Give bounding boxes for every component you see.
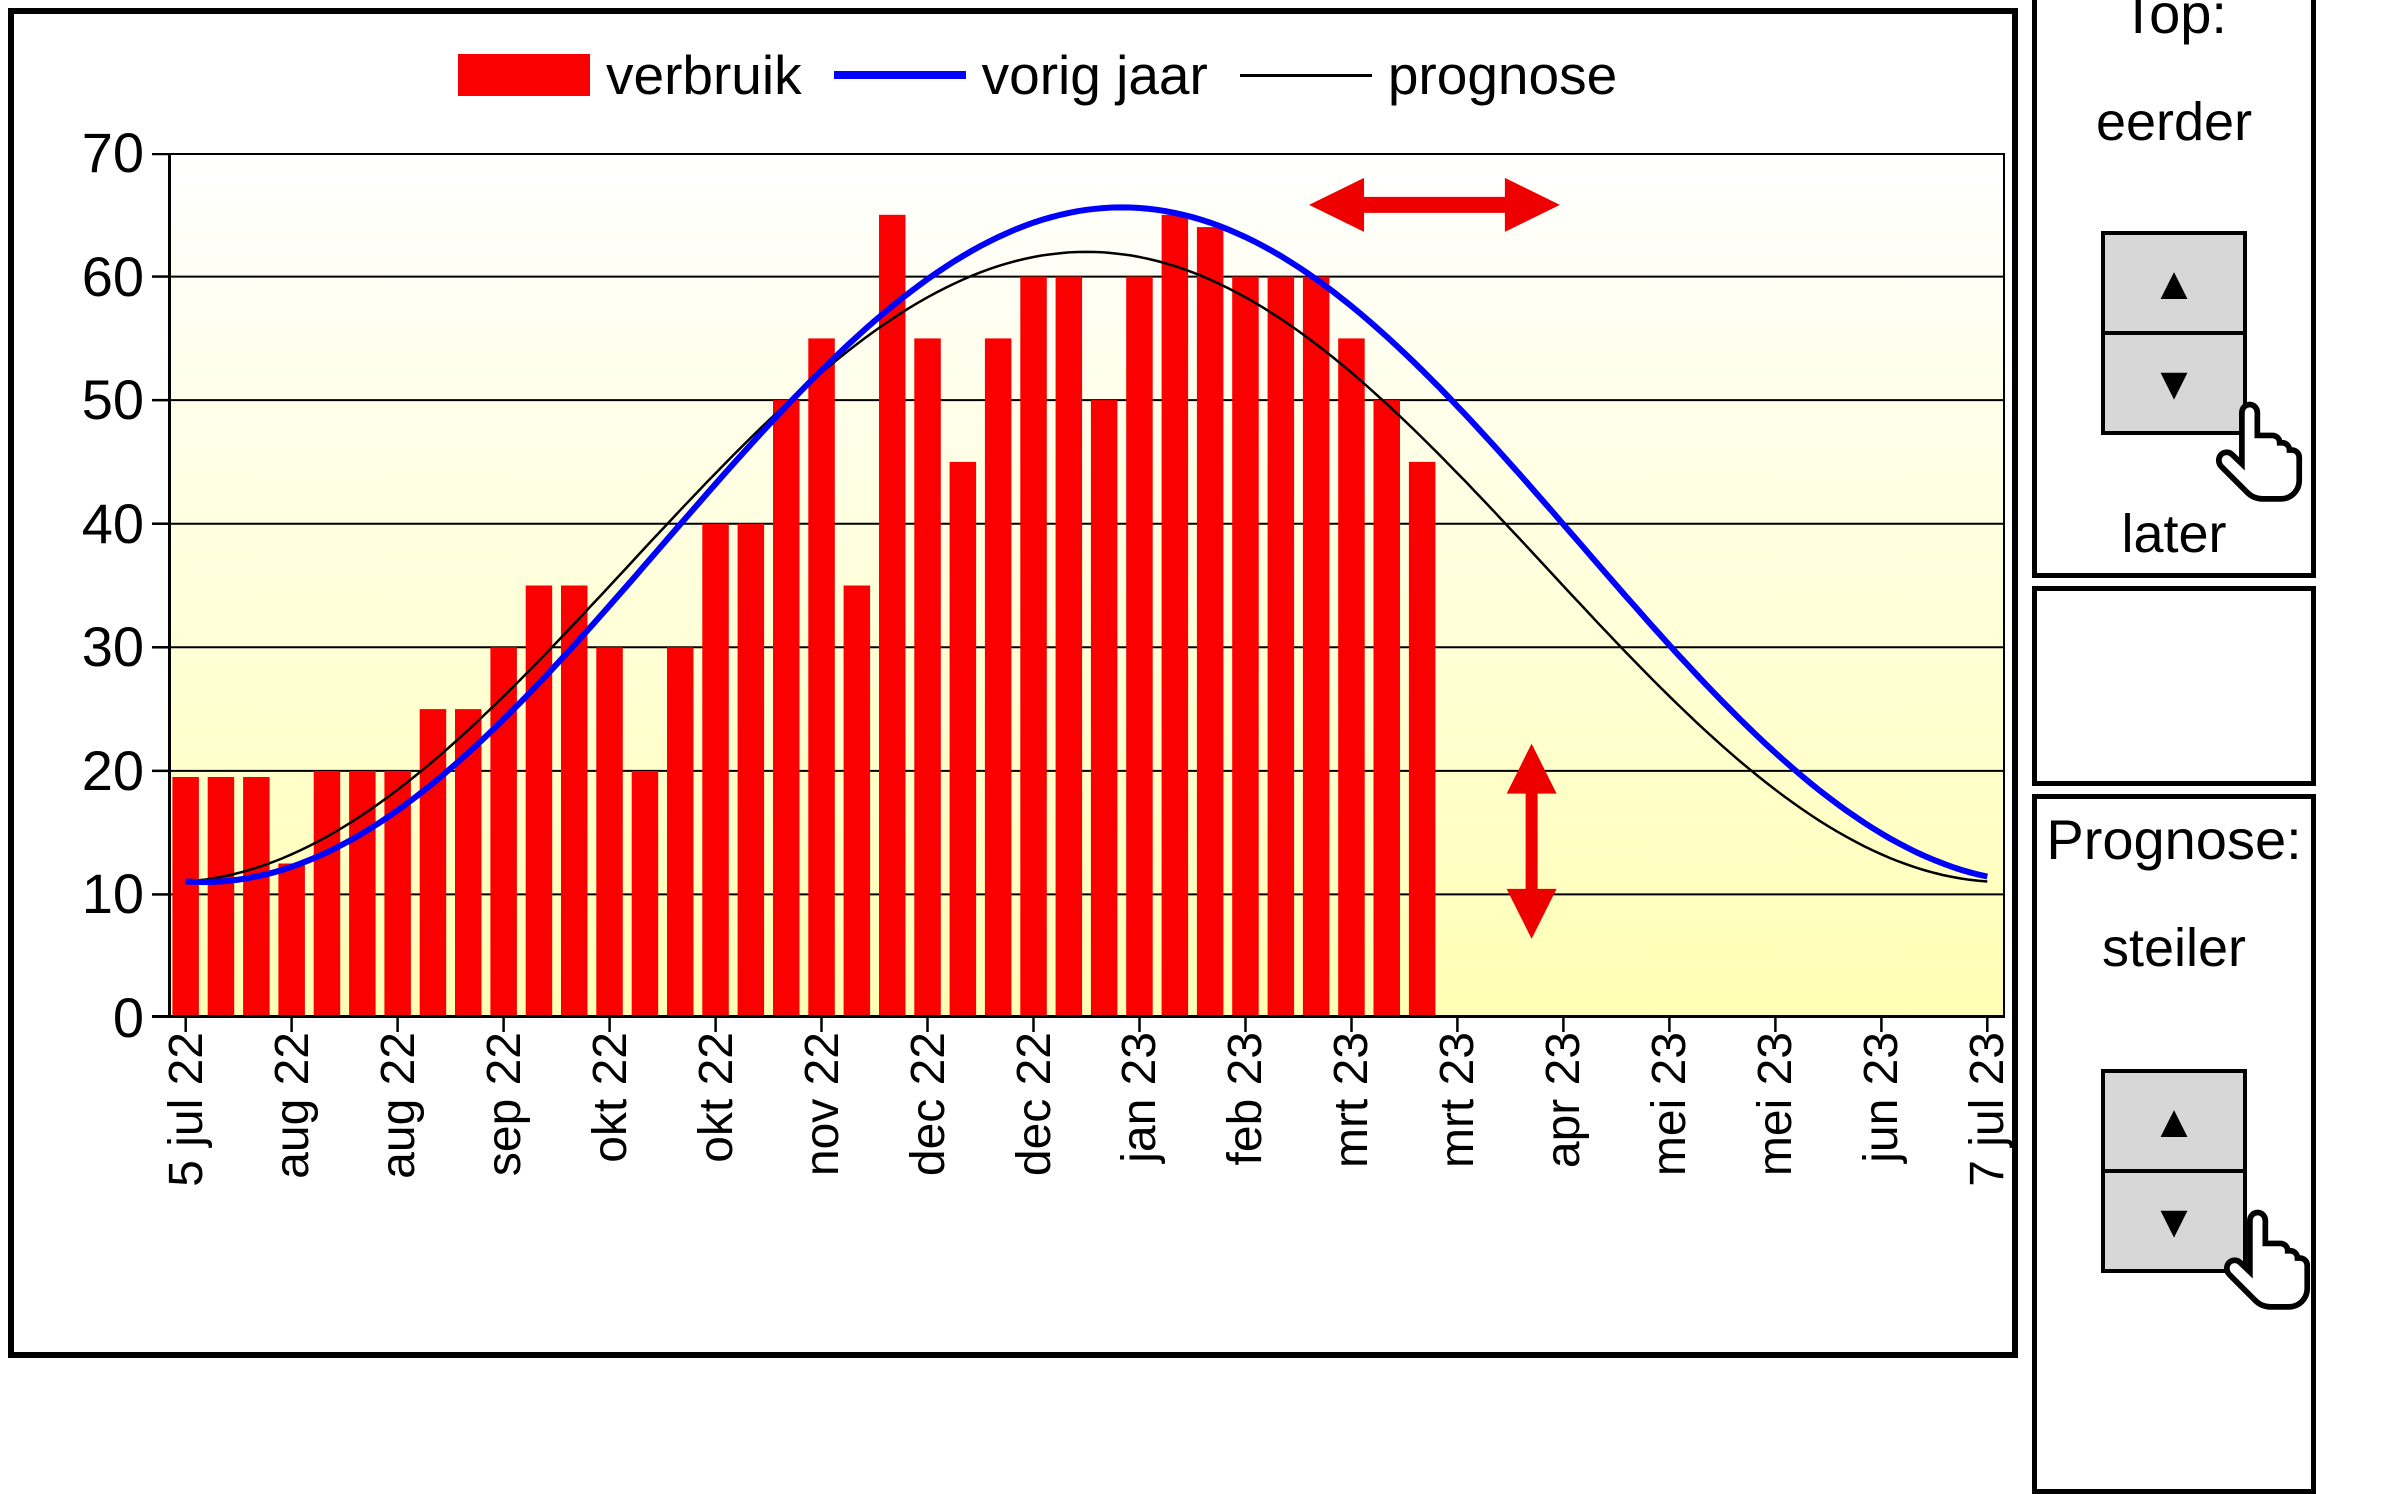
top-control-later-label: later — [2121, 504, 2227, 564]
legend-label-vorig-jaar: vorig jaar — [981, 44, 1208, 106]
legend-swatch-vorig-jaar — [833, 71, 966, 79]
down-arrow-icon: ▼ — [2151, 357, 2197, 409]
up-arrow-icon: ▲ — [2151, 257, 2197, 309]
legend-label-prognose: prognose — [1387, 44, 1618, 106]
up-arrow-icon: ▲ — [2151, 1095, 2197, 1147]
y-axis-tick-label: 60 — [81, 244, 144, 308]
y-axis-tick-label: 30 — [81, 615, 144, 679]
horizontal-double-arrow — [1309, 177, 1560, 232]
y-axis-tick-label: 70 — [81, 121, 144, 184]
y-axis-tick-label: 50 — [81, 368, 144, 432]
y-axis-tick-label: 10 — [81, 862, 144, 926]
top-later-button[interactable]: ▼ — [2101, 331, 2247, 435]
y-axis-tick-label: 20 — [81, 738, 144, 802]
chart-legend: verbruik vorig jaar prognose — [458, 40, 1649, 110]
legend-item-prognose: prognose — [1239, 40, 1618, 110]
plot-area — [152, 153, 2005, 1032]
legend-swatch-prognose — [1239, 73, 1372, 77]
top-spinner: ▲ ▼ — [2101, 231, 2247, 435]
hand-cursor-icon — [2216, 401, 2303, 502]
hand-cursor-icon — [2224, 1209, 2311, 1310]
spacer-panel — [2032, 586, 2316, 786]
prognose-control-steeper-label: steiler — [2101, 918, 2247, 978]
legend-swatch-verbruik — [458, 54, 590, 96]
legend-item-vorig-jaar: vorig jaar — [833, 40, 1208, 110]
y-axis-tick-label: 40 — [81, 491, 144, 555]
vertical-double-arrow — [1506, 743, 1557, 939]
prognose-flatter-button[interactable]: ▼ — [2101, 1169, 2247, 1273]
prognose-spinner: ▲ ▼ — [2101, 1069, 2247, 1273]
prognose-control-panel: Prognose: steiler ▲ ▼ — [2032, 794, 2316, 1494]
top-earlier-button[interactable]: ▲ — [2101, 231, 2247, 335]
top-control-title: Top: — [2121, 0, 2227, 45]
legend-item-verbruik: verbruik — [458, 40, 802, 110]
down-arrow-icon: ▼ — [2151, 1195, 2197, 1247]
prognose-control-title: Prognose: — [2046, 808, 2302, 871]
y-axis-tick-label: 0 — [112, 986, 144, 1049]
legend-label-verbruik: verbruik — [606, 44, 802, 106]
top-control-earlier-label: eerder — [2095, 92, 2253, 152]
prognose-steeper-button[interactable]: ▲ — [2101, 1069, 2247, 1173]
